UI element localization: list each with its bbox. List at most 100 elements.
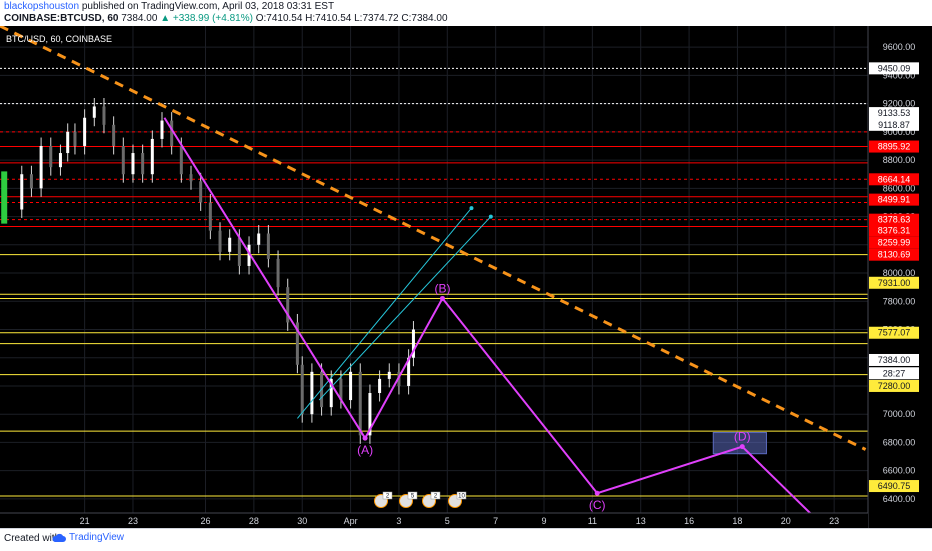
time-tick-label: 13 [636, 516, 646, 526]
tradingview-brand[interactable]: TradingView [52, 532, 124, 543]
wave-label: (D) [734, 430, 751, 444]
candle-body [112, 124, 116, 146]
candle-body [189, 174, 193, 182]
candle-body [73, 131, 77, 146]
ohlc-values: O:7410.54 H:7410.54 L:7374.72 C:7384.00 [255, 13, 448, 24]
price-labels: 9450.09 9133.53 9118.87 8895.92 8664.14 8499.… [869, 62, 919, 493]
time-tick-label: 18 [732, 516, 742, 526]
candle-body [339, 378, 343, 401]
price-label-bg [869, 193, 919, 206]
price-label: 28:27 [883, 368, 906, 378]
candle-body [411, 329, 415, 358]
price-label: 8130.69 [878, 250, 911, 260]
price-label: 8378.63 [878, 215, 911, 225]
event-count: 2 [434, 494, 438, 500]
price-label-bg [869, 107, 919, 120]
time-tick-label: 26 [201, 516, 211, 526]
horizontal-levels [0, 67, 868, 497]
target-box [712, 432, 767, 455]
time-tick-label: 9 [542, 516, 547, 526]
symbol-label: COINBASE:BTCUSD, 60 [4, 13, 119, 24]
price-label: 9133.53 [878, 108, 911, 118]
price-tick-label: 9000.00 [883, 127, 916, 137]
trendline-layer [0, 24, 867, 451]
price-label: 8895.92 [878, 142, 911, 152]
candle-body [266, 233, 270, 259]
price-label: 7577.07 [878, 328, 911, 338]
price-label-bg [869, 224, 919, 237]
time-tick-label: 5 [445, 516, 450, 526]
cloud-icon [52, 533, 66, 542]
footer-bar: Created with TradingView [0, 528, 932, 551]
green-candle-highlight [1, 171, 8, 224]
candle-body [237, 237, 241, 266]
time-tick-label: 21 [80, 516, 90, 526]
price-tick-label: 9200.00 [883, 99, 916, 109]
price-label: 8664.14 [878, 174, 911, 184]
price-tick-label: 7800.00 [883, 296, 916, 306]
time-tick-label: 20 [781, 516, 791, 526]
author-link[interactable]: blackopshouston [4, 1, 80, 12]
projection-arrowhead [488, 214, 493, 219]
projection-line [297, 207, 472, 419]
price-label: 7931.00 [878, 278, 911, 288]
price-tick-label: 9600.00 [883, 42, 916, 52]
projection-arrowhead [469, 206, 474, 211]
candle-body [121, 145, 125, 175]
price-tick-label: 6400.00 [883, 494, 916, 504]
price-label-bg [869, 379, 919, 392]
event-count: 5 [411, 494, 415, 500]
elliott-wave-layer: (A) (B) (C) (D) [163, 117, 826, 528]
price-tick-label: 6800.00 [883, 437, 916, 447]
time-tick-label: 16 [684, 516, 694, 526]
price-tick-label: 8800.00 [883, 155, 916, 165]
candle-body [218, 230, 222, 252]
candle-body [170, 120, 174, 146]
price-chart[interactable]: (A) (B) (C) (D) 2 5 2 10 6400.00 6600.00 6800.00… [0, 24, 932, 528]
time-axis: 21 23 26 28 30 Apr 3 5 7 9 11 13 16 18 20 23 [80, 516, 840, 526]
candle-body [141, 153, 145, 175]
price-label-bg [869, 248, 919, 261]
price-tick-label: 6600.00 [883, 466, 916, 476]
candle-body [358, 371, 362, 436]
time-tick-label: 7 [493, 516, 498, 526]
symbol-info: COINBASE:BTCUSD, 60 7384.00 ▲ +338.99 (+… [4, 13, 448, 24]
candle-body [378, 378, 382, 394]
price-tick-label: 7000.00 [883, 409, 916, 419]
candle-body [20, 174, 24, 210]
price-label: 7384.00 [878, 355, 911, 365]
publication-header: blackopshouston published on TradingView… [0, 0, 932, 26]
time-axis-bg[interactable] [0, 513, 868, 528]
price-label-bg [869, 353, 919, 366]
candle-body [199, 181, 203, 203]
price-label-bg [869, 118, 919, 131]
candle-body [150, 138, 154, 175]
price-label-bg [869, 62, 919, 75]
time-tick-label: 28 [249, 516, 259, 526]
wave-point-marker [594, 490, 600, 496]
candle-body [66, 131, 70, 154]
time-tick-label: 11 [588, 516, 597, 526]
candle-body [208, 202, 212, 231]
price-label-bg [869, 276, 919, 289]
candle-body [257, 233, 261, 245]
wave-label: (A) [357, 443, 373, 457]
price-label-bg [869, 213, 919, 226]
price-label-bg [869, 326, 919, 339]
wave-label: (B) [434, 281, 450, 295]
event-count-badge [430, 491, 441, 500]
price-label-bg [869, 480, 919, 493]
elliott-wave-path [163, 117, 826, 528]
time-tick-label: 23 [829, 516, 839, 526]
candle-body [349, 371, 353, 401]
candle-body [83, 117, 87, 146]
candle-body [179, 145, 183, 175]
projection-line [318, 216, 492, 401]
wave-point-marker [439, 295, 445, 301]
candle-body [368, 393, 372, 436]
time-tick-label: 3 [396, 516, 401, 526]
price-label-bg [869, 173, 919, 186]
candle-body [58, 153, 62, 168]
price-change: ▲ +338.99 (+4.81%) [160, 13, 253, 24]
chart-panel[interactable]: (A) (B) (C) (D) 2 5 2 10 6400.00 6600.00 6800.00… [0, 24, 932, 528]
